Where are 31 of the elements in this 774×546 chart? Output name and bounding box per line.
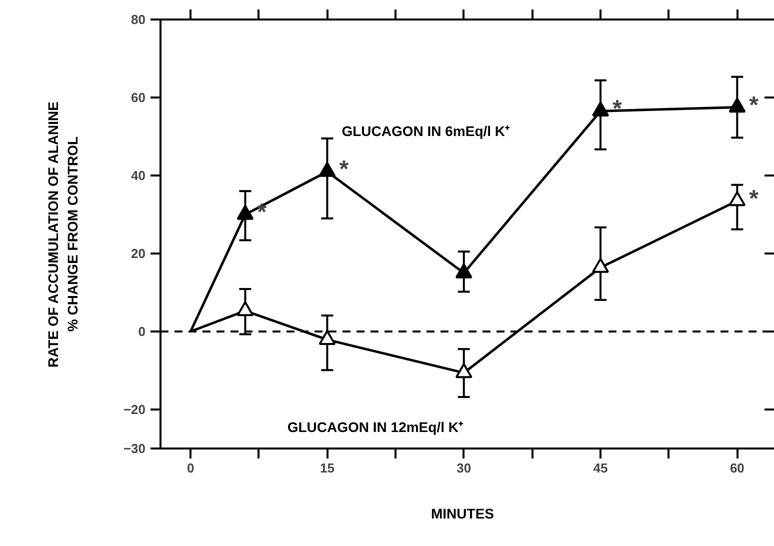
- annotation: *: [749, 185, 760, 212]
- series-label: GLUCAGON IN 6mEq/l K⁺: [342, 123, 510, 140]
- point: [318, 330, 336, 346]
- y-tick-label: 20: [131, 246, 146, 261]
- y-tick-label: 80: [131, 12, 146, 27]
- x-axis-title: MINUTES: [431, 506, 494, 522]
- point: [592, 101, 610, 116]
- annotation: *: [257, 199, 268, 226]
- text: GLUCAGON IN 12mEq/l K⁺: [287, 419, 464, 436]
- annotation: *: [339, 156, 350, 184]
- y-tick-label: 0: [138, 324, 146, 339]
- point: [592, 258, 610, 273]
- annotation: *: [749, 92, 760, 119]
- y-tick-label: 40: [131, 168, 146, 183]
- y-tick-label: −30: [123, 441, 146, 456]
- x-tick-label: 45: [593, 460, 608, 476]
- x-tick-label: 0: [186, 460, 194, 476]
- point: [728, 98, 746, 113]
- point: [236, 204, 254, 220]
- point: [728, 191, 746, 206]
- y-tick-label: −20: [123, 402, 146, 417]
- point: [318, 162, 336, 177]
- x-tick-label: 60: [730, 460, 744, 476]
- point: [455, 363, 472, 378]
- x-tick-label: 30: [456, 460, 472, 476]
- y-tick-label: 60: [131, 90, 146, 105]
- point: [455, 263, 472, 278]
- y-axis-title: RATE OF ACCUMULATION OF ALANINE % CHANGE FROM CONTROL: [45, 102, 80, 368]
- point: [236, 301, 254, 316]
- x-tick-label: 15: [320, 460, 334, 476]
- annotation: *: [612, 96, 623, 123]
